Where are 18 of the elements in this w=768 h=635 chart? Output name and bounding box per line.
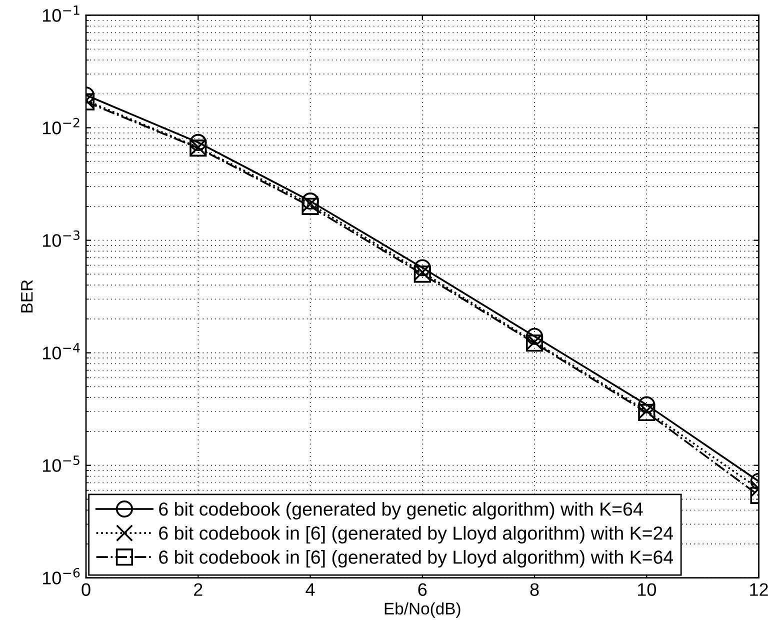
- y-tick-label: 10$^{−3}$: [42, 230, 80, 247]
- legend-label: 6 bit codebook (generated by genetic algorithm) with K=64: [159, 502, 643, 520]
- y-tick-label: 10$^{−4}$: [42, 343, 80, 360]
- y-tick-label: 10$^{−1}$: [42, 6, 80, 22]
- x-tick-label: 12: [750, 583, 768, 596]
- legend-label: 6 bit codebook in [6] (generated by Lloyd algorithm) with K=24: [159, 526, 674, 544]
- legend-label: 6 bit codebook in [6] (generated by Lloyd algorithm) with K=64: [159, 550, 674, 568]
- x-tick-label: 4: [306, 583, 315, 596]
- y-axis-title: BER: [21, 280, 33, 312]
- x-tick-label: 2: [194, 583, 202, 596]
- x-axis-title: Eb/No(dB): [384, 602, 460, 618]
- x-tick-label: 8: [530, 583, 539, 596]
- y-tick-label: 10$^{−2}$: [42, 118, 80, 134]
- y-tick-label: 10$^{−6}$: [42, 568, 80, 584]
- x-tick-label: 0: [82, 583, 90, 596]
- x-tick-label: 6: [418, 583, 427, 596]
- y-tick-label: 10$^{−5}$: [42, 456, 80, 472]
- x-tick-label: 10: [638, 583, 656, 596]
